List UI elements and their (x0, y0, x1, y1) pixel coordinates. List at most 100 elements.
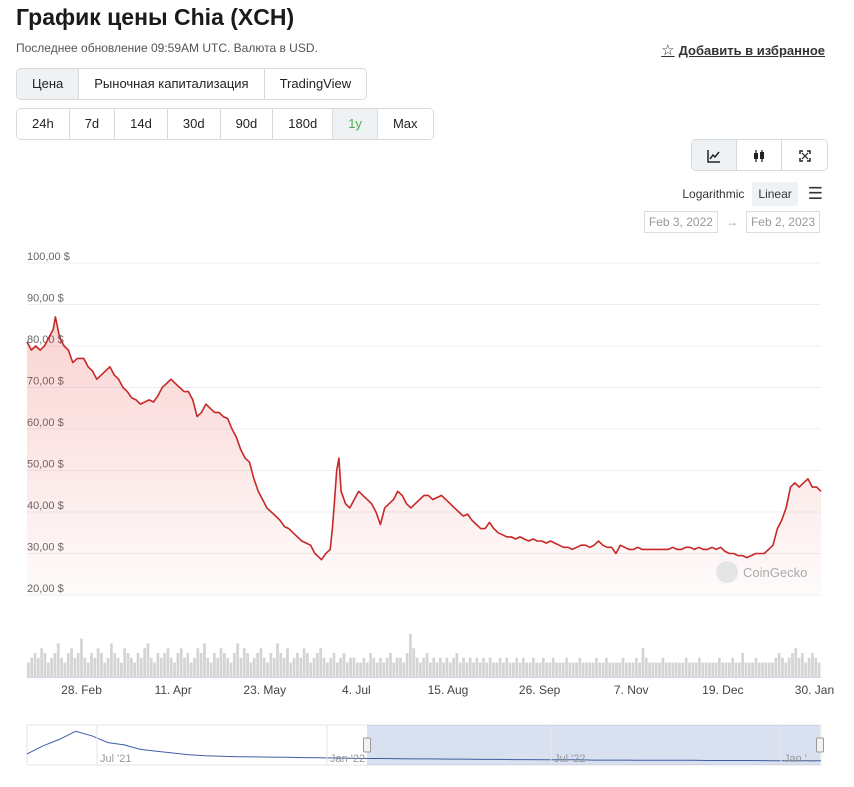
volume-bar (282, 657, 286, 677)
volume-bar (120, 662, 123, 677)
volume-bar (269, 653, 273, 677)
volume-bar (306, 653, 309, 677)
volume-bar (286, 648, 289, 677)
volume-bar (595, 657, 598, 677)
linear-button[interactable]: Linear (752, 182, 798, 206)
volume-bar (721, 662, 725, 677)
volume-bar (767, 662, 771, 677)
volume-bar (711, 662, 715, 677)
volume-bar (492, 662, 495, 677)
volume-bar (668, 662, 671, 677)
volume-bar (588, 662, 592, 677)
x-tick-label: 11. Apr (155, 683, 192, 697)
volume-bar (585, 662, 588, 677)
tab-market-cap[interactable]: Рыночная капитализация (79, 69, 265, 99)
volume-bar (641, 648, 645, 677)
navigator-handle[interactable] (816, 737, 824, 753)
volume-bar (654, 662, 658, 677)
coingecko-watermark: CoinGecko (716, 561, 807, 583)
date-to-input[interactable]: Feb 2, 2023 (745, 211, 820, 233)
line-chart-icon (707, 150, 720, 164)
volume-bar (100, 653, 103, 677)
line-chart-button[interactable] (692, 140, 737, 170)
page-title: График цены Chia (XCH) (16, 4, 295, 30)
volume-bar (618, 662, 622, 677)
range-30d-button[interactable]: 30d (167, 109, 221, 139)
volume-bar (428, 662, 432, 677)
volume-bar (684, 657, 688, 677)
range-14d-button[interactable]: 14d (115, 109, 168, 139)
range-24h-button[interactable]: 24h (17, 109, 70, 139)
volume-bar (352, 657, 356, 677)
range-1y-button[interactable]: 1y (333, 109, 378, 139)
volume-bar (419, 662, 422, 677)
volume-bar (801, 653, 804, 677)
volume-bar (551, 657, 555, 677)
volume-bar (522, 657, 525, 677)
volume-bar (219, 648, 223, 677)
volume-bar (90, 653, 93, 677)
volume-bar (309, 662, 313, 677)
date-from-input[interactable]: Feb 3, 2022 (643, 211, 718, 233)
volume-bar (704, 662, 708, 677)
volume-bar (206, 657, 210, 677)
volume-bar (505, 657, 509, 677)
volume-bar (216, 657, 220, 677)
volume-bar (688, 662, 691, 677)
volume-bar (409, 633, 412, 677)
volume-bar (621, 657, 625, 677)
range-90d-button[interactable]: 90d (220, 109, 274, 139)
volume-bar (236, 643, 240, 677)
volume-bar (359, 662, 362, 677)
logarithmic-button[interactable]: Logarithmic (682, 187, 745, 201)
volume-bar (316, 653, 319, 677)
volume-bar (664, 662, 668, 677)
volume-bar (817, 662, 821, 677)
volume-bar (312, 657, 316, 677)
volume-bar (415, 657, 419, 677)
volume-bar (764, 662, 768, 677)
volume-bar (110, 643, 113, 677)
x-tick-label: 26. Sep (519, 683, 561, 697)
range-max-button[interactable]: Max (377, 109, 433, 139)
volume-bar (33, 653, 37, 677)
navigator-handle[interactable] (363, 737, 371, 753)
volume-bar (73, 657, 77, 677)
navigator-tick-label: Jul '21 (100, 753, 131, 765)
tab-tradingview[interactable]: TradingView (264, 69, 367, 99)
add-favorite-label: Добавить в избранное (678, 42, 825, 58)
x-tick-label: 7. Nov (614, 683, 649, 697)
volume-bar (113, 653, 117, 677)
volume-bar (727, 662, 731, 677)
volume-bar (262, 657, 266, 677)
volume-bar (349, 657, 352, 677)
price-area-fill (27, 316, 821, 595)
hamburger-menu-icon[interactable]: ☰ (807, 184, 823, 203)
volume-bar (731, 657, 735, 677)
volume-bar (242, 648, 246, 677)
volume-bar (422, 657, 426, 677)
fullscreen-button[interactable] (782, 140, 827, 170)
navigator-selection[interactable] (367, 725, 820, 765)
volume-bar (681, 662, 685, 677)
volume-bar (698, 657, 701, 677)
volume-bar (708, 662, 711, 677)
range-7d-button[interactable]: 7d (69, 109, 116, 139)
volume-bar (289, 662, 293, 677)
volume-bar (458, 662, 462, 677)
volume-bar (123, 648, 127, 677)
volume-bar (329, 657, 333, 677)
volume-bar (774, 657, 778, 677)
volume-bar (714, 662, 718, 677)
date-range-inputs: Feb 3, 2022 → Feb 2, 2023 (643, 211, 820, 233)
candlestick-button[interactable] (737, 140, 782, 170)
volume-bar (448, 662, 452, 677)
add-favorite-link[interactable]: ☆ Добавить в избранное (661, 41, 825, 59)
volume-bar (272, 657, 276, 677)
range-180d-button[interactable]: 180d (273, 109, 334, 139)
volume-bar (106, 657, 110, 677)
volume-bar (229, 662, 233, 677)
volume-bar (40, 648, 44, 677)
tab-price[interactable]: Цена (17, 69, 80, 99)
